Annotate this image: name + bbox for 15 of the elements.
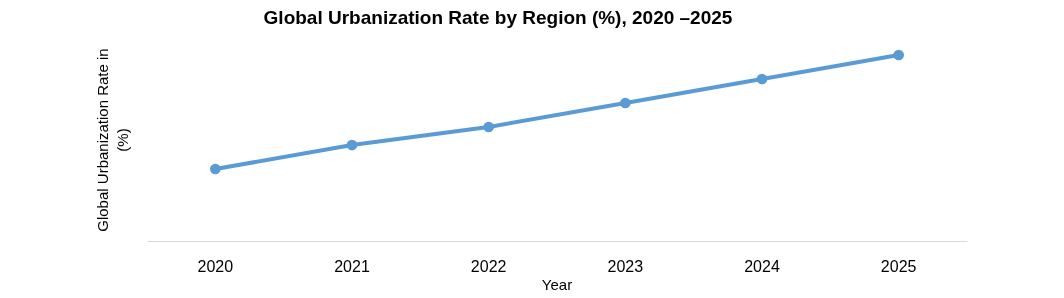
x-tick-label: 2021 (334, 258, 370, 276)
x-tick-label: 2025 (880, 258, 917, 276)
y-axis-title: Global Urbanization Rate in (%) (94, 48, 131, 232)
x-tick-label: 2023 (607, 258, 644, 276)
point (483, 121, 495, 133)
point (756, 73, 768, 85)
x-tick-label: 2024 (744, 258, 780, 276)
x-axis-title: Year (541, 276, 573, 293)
point (893, 49, 905, 61)
x-tick-label: 2020 (197, 258, 234, 276)
point (346, 139, 358, 151)
point (209, 163, 221, 175)
point (619, 97, 631, 109)
x-tick-label: 2022 (470, 258, 507, 276)
chart-title: Global Urbanization Rate by Region (%), 2020 –2025 (263, 7, 733, 28)
